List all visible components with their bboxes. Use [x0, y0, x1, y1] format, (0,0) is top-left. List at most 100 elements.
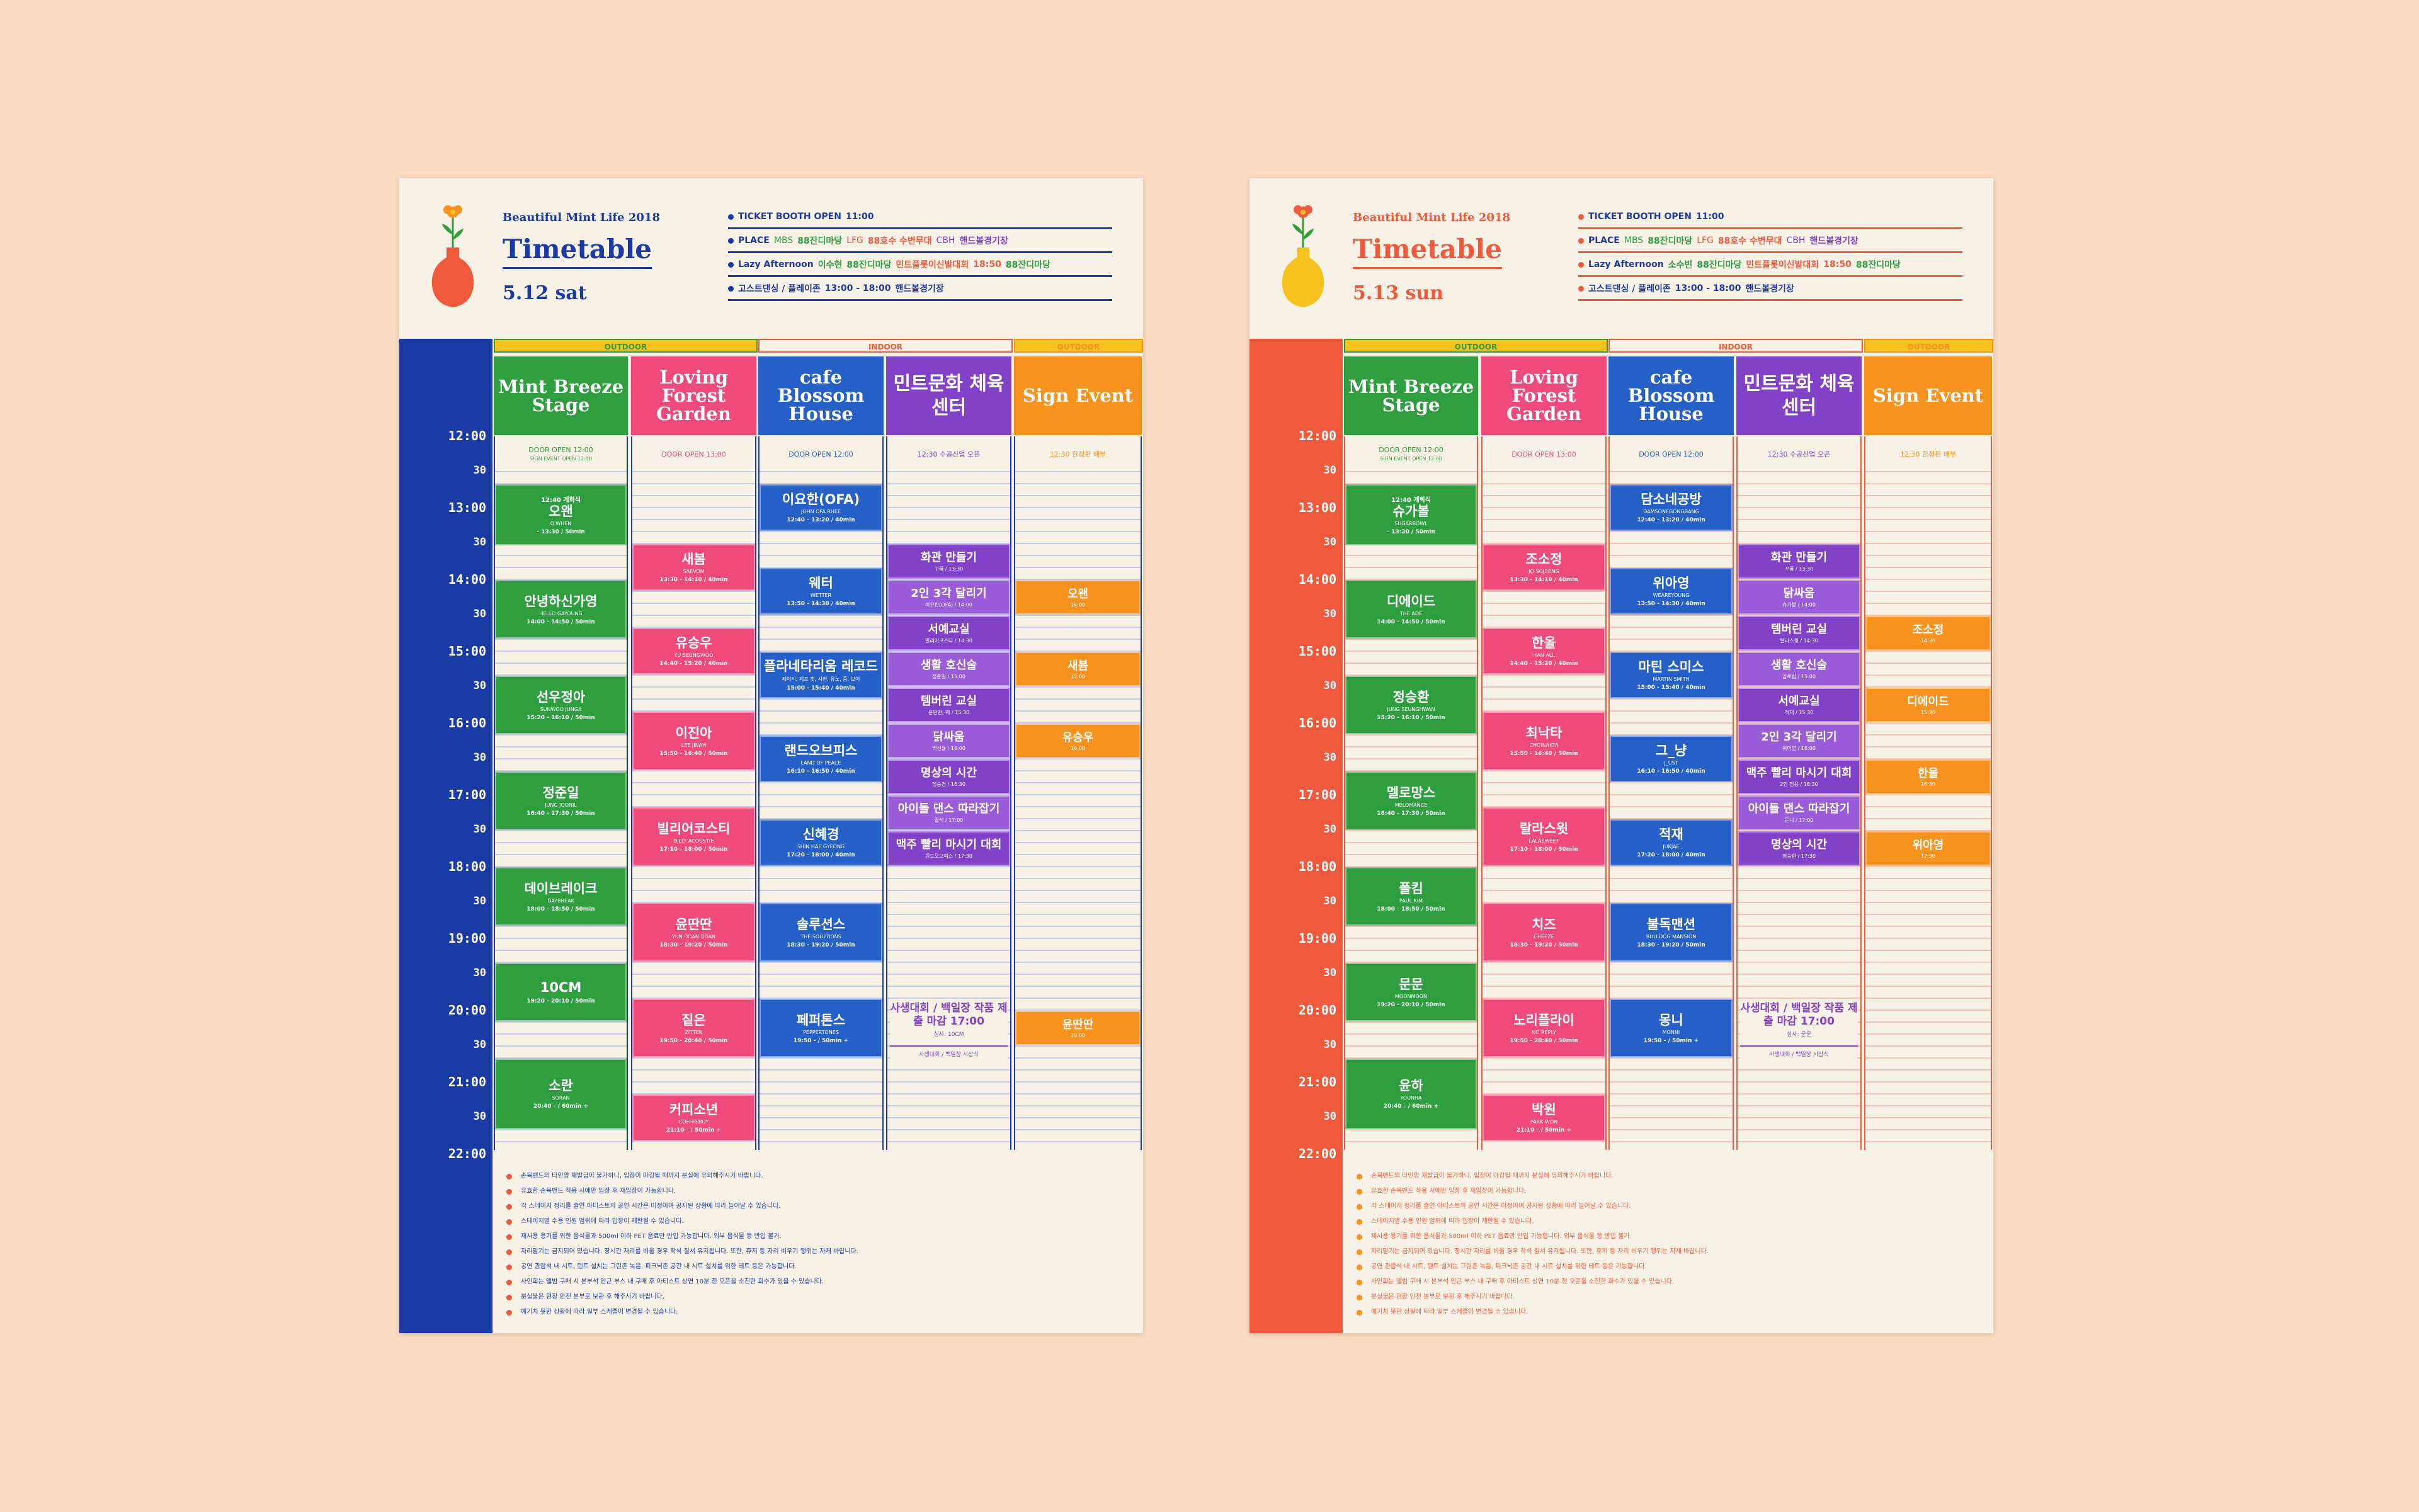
- category-header: INDOOR: [758, 339, 1013, 353]
- info-text: 88잔디마당: [1648, 236, 1693, 246]
- door-open-note: 12:30 수공산업 오픈: [887, 439, 1010, 470]
- info-text: 핸드볼경기장: [959, 236, 1008, 246]
- info-text: 핸드볼경기장: [895, 284, 944, 294]
- performer-name: 새봄: [681, 552, 706, 567]
- performer-subtext: 적재 / 15:30: [1784, 709, 1814, 715]
- time-label: 15:00: [1298, 644, 1336, 659]
- stage-header: Mint Breeze Stage: [494, 356, 628, 435]
- time-label: 30: [1323, 464, 1336, 477]
- performance-time: 15:00 - 15:40 / 40min: [787, 685, 855, 691]
- performer-name: 명상의 시간: [1770, 838, 1828, 851]
- performance-time: 19:20 - 20:10 / 50min: [1377, 1001, 1445, 1008]
- door-open-text: DOOR OPEN 12:00: [788, 450, 853, 458]
- info-bullet-icon: [1578, 213, 1584, 220]
- performer-name: 랜드오브피스: [784, 743, 858, 758]
- performer-subtext: 제이티, 제프 캣, 시헌, 유노, 중, 보이: [782, 676, 860, 682]
- note-item: 각 스테이지 정리를 출연 아티스트의 공연 시간은 미정이며 공지된 상황에 …: [506, 1199, 1073, 1214]
- performance-time: 17:20 - 18:00 / 40min: [787, 852, 855, 858]
- performer-name: 조소정: [1912, 623, 1944, 637]
- note-text: 재사용 용기를 위한 음식물과 500ml 이하 PET 음료만 반입 가능합니…: [521, 1233, 782, 1240]
- performance-block: 치즈 CHEEZE 18:30 - 19:20 / 50min: [1483, 903, 1605, 962]
- performer-subtext: DAYBREAK: [547, 897, 574, 904]
- performance-block: 마틴 스미스 MARTIN SMITH 15:00 - 15:40 / 40min: [1610, 652, 1733, 698]
- performer-subtext: WEAREYOUNG: [1653, 593, 1690, 598]
- performer-subtext: 문니 / 17:00: [1784, 817, 1814, 823]
- performance-time: - 13:30 / 50min: [537, 528, 585, 535]
- performer-name: 조소정: [1525, 552, 1562, 567]
- performance-block: 커피소년 COFFEEBOY 21:10 - / 50min +: [632, 1094, 755, 1141]
- performance-block: 위아영 17:30: [1865, 831, 1991, 866]
- performance-block: 유승우 16:00: [1015, 724, 1141, 758]
- performance-block: 최낙타 CHOINAKTA 15:50 - 16:40 / 50min: [1483, 712, 1605, 770]
- performer-subtext: J_UST: [1664, 760, 1678, 766]
- performer-name: 2인 3각 달리기: [1761, 730, 1837, 744]
- performance-time: 18:30 - 19:20 / 50min: [1510, 941, 1578, 948]
- performer-subtext: 정준일 / 15:00: [932, 673, 965, 679]
- performer-name: 안녕하신가영: [524, 593, 598, 609]
- time-label: 21:00: [1298, 1074, 1336, 1089]
- door-open-note: 12:30 한정판 배부: [1015, 439, 1141, 470]
- performer-subtext: 정숭경 / 16:30: [932, 781, 965, 787]
- note-bullet-icon: [1357, 1309, 1362, 1316]
- performance-block: 10CM 19:20 - 20:10 / 50min: [495, 963, 627, 1021]
- contest-judge: 심사: 10CM: [933, 1032, 964, 1038]
- door-open-text: 12:30 한정판 배부: [1899, 450, 1957, 458]
- info-text: MBS: [773, 236, 794, 246]
- performance-time: 15:00 - 15:40 / 40min: [1637, 685, 1705, 691]
- stage-header: Sign Event: [1864, 356, 1992, 435]
- poster-date: 5.12 sat: [503, 282, 587, 304]
- note-item: 분실물은 현장 안전 본부로 보관 후 해주시기 바랍니다.: [1357, 1290, 1923, 1305]
- time-label: 30: [1323, 751, 1336, 764]
- performance-block: 명상의 시간 정승환 / 17:30: [1738, 831, 1860, 866]
- performance-block: 윤하 YOUNHA 20:40 - / 60min +: [1345, 1059, 1477, 1129]
- performance-time: 13:50 - 14:30 / 40min: [787, 601, 855, 607]
- performance-block: 선우정아 SUNWOO JUNGA 15:20 - 16:10 / 50min: [495, 676, 627, 734]
- performer-name: 웨터: [809, 576, 833, 591]
- door-open-text: DOOR OPEN 12:00: [1639, 450, 1704, 458]
- info-text: 88잔디마당: [846, 260, 892, 270]
- performer-subtext: COFFEEBOY: [678, 1119, 709, 1125]
- time-label: 19:00: [1298, 931, 1336, 946]
- note-text: 재사용 용기를 위한 음식물과 500ml 이하 PET 음료만 반입 가능합니…: [1371, 1233, 1632, 1240]
- vase-flower-icon: [424, 203, 481, 310]
- performer-subtext: ZITTEN: [685, 1029, 703, 1035]
- performance-block: 서예교실 빌리어코스티 / 14:30: [887, 616, 1010, 651]
- door-open-text: DOOR OPEN 13:00: [1511, 450, 1576, 458]
- time-label: 30: [473, 823, 486, 836]
- note-bullet-icon: [1357, 1264, 1362, 1270]
- performance-block: 템버린 교실 랄라스윗 / 14:30: [1738, 616, 1860, 651]
- performance-block: 이진아 LEE JINAH 15:50 - 16:40 / 50min: [632, 712, 755, 770]
- performer-subtext: PAUL KIM: [1399, 897, 1423, 904]
- performance-block: 서예교실 적재 / 15:30: [1738, 688, 1860, 722]
- performer-subtext: HAN ALL: [1533, 652, 1555, 658]
- performer-subtext: 16:30: [1920, 781, 1936, 787]
- performer-subtext: 15:30: [1920, 709, 1936, 715]
- performance-block: 몽니 MONNI 19:50 - / 50min +: [1610, 999, 1733, 1057]
- note-text: 자리맡기는 금지되어 있습니다. 장시간 자리를 비울 경우 착석 질서 유지됩…: [1371, 1248, 1709, 1255]
- note-bullet-icon: [506, 1188, 512, 1195]
- time-label: 15:00: [448, 644, 486, 659]
- time-label: 17:00: [1298, 787, 1336, 802]
- info-text: 18:50: [1823, 259, 1852, 270]
- performance-block: 새봄 15:00: [1015, 652, 1141, 686]
- info-text: PLACE: [738, 236, 770, 246]
- performance-time: 16:10 - 16:50 / 40min: [787, 768, 855, 775]
- info-text: 88잔디마당: [1697, 260, 1742, 270]
- performer-subtext: 슈가볼 / 14:00: [1782, 601, 1816, 608]
- performer-subtext: 랄라스윗 / 14:30: [1780, 637, 1818, 644]
- performance-block: 플라네타리움 레코드 제이티, 제프 캣, 시헌, 유노, 중, 보이 15:00 …: [760, 652, 882, 698]
- note-item: 분실물은 현장 안전 본부로 보관 후 해주시기 바랍니다.: [506, 1290, 1073, 1305]
- performance-time: 14:40 - 15:20 / 40min: [1510, 661, 1578, 667]
- info-text: 88잔디마당: [1005, 260, 1050, 270]
- time-label: 16:00: [1298, 715, 1336, 730]
- performer-name: 슈가볼: [1392, 503, 1430, 519]
- performer-subtext: 15:00: [1070, 673, 1086, 679]
- performance-block: 노리플라이 NO REPLY 19:50 - 20:40 / 50min: [1483, 999, 1605, 1057]
- performance-time: 21:10 - / 50min +: [1516, 1127, 1572, 1134]
- time-label: 20:00: [448, 1003, 486, 1018]
- performance-block: 생활 호신술 곰로림 / 15:00: [1738, 652, 1860, 686]
- info-line: 고스트댄싱 / 플레이존 13:00 - 18:00 핸드볼경기장: [728, 278, 1112, 301]
- contest-title: 사생대회 / 백일장 작품 제출 마감 17:00: [1740, 1002, 1858, 1028]
- note-text: 각 스테이지 정리를 출연 아티스트의 공연 시간은 미정이며 공지된 상황에 …: [521, 1203, 781, 1210]
- contest-award: 사생대회 / 백일장 시상식: [890, 1045, 1008, 1062]
